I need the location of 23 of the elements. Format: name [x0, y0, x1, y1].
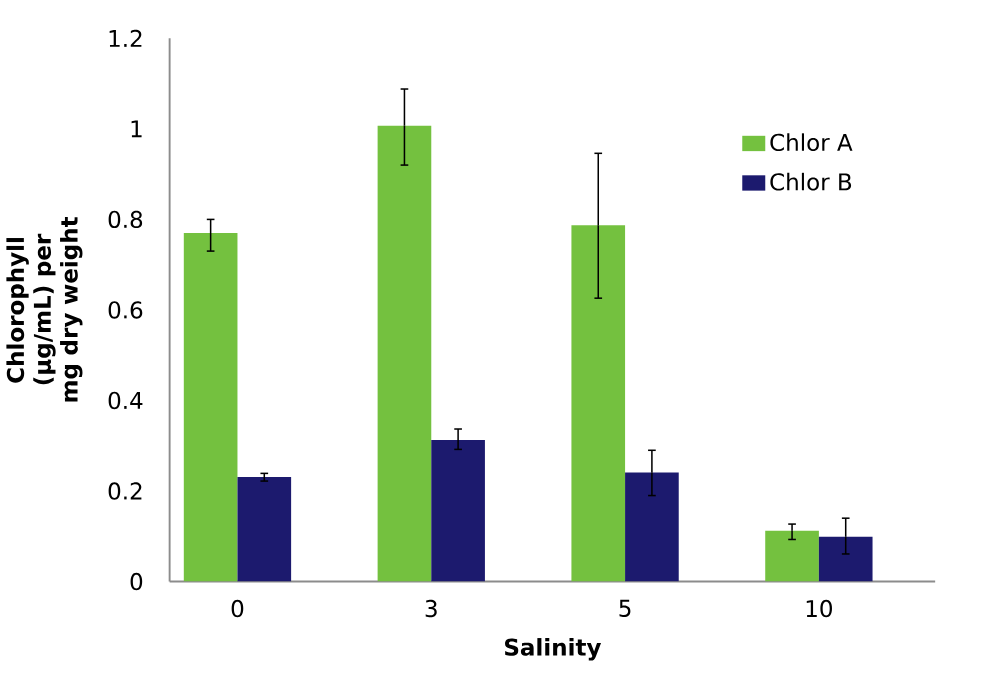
bar: [571, 225, 626, 582]
legend-label: Chlor B: [770, 172, 852, 191]
bar: [237, 477, 292, 582]
bar: [183, 233, 238, 582]
bar: [377, 125, 432, 582]
y-tick-label: 0.4: [108, 391, 143, 410]
x-tick-label: 0: [231, 599, 244, 618]
y-axis-title: Chlorophyll (µg/mL) per mg dry weight: [6, 217, 83, 402]
bar: [765, 531, 819, 582]
legend-label: Chlor A: [770, 133, 853, 152]
bar: [431, 440, 485, 582]
x-axis-title: Salinity: [505, 638, 602, 661]
y-tick-label: 0.2: [108, 482, 142, 500]
bar: [625, 472, 679, 582]
y-tick-label: 0.8: [108, 210, 143, 229]
x-tick-label: 10: [806, 599, 832, 618]
x-tick-label: 5: [619, 599, 631, 618]
x-tick-label: 3: [425, 599, 437, 618]
y-tick-label: 1.2: [109, 29, 142, 48]
y-tick-label: 1: [131, 120, 142, 138]
y-tick-label: 0.6: [108, 301, 143, 319]
bar: [818, 536, 873, 582]
y-tick-label: 0: [130, 573, 143, 591]
